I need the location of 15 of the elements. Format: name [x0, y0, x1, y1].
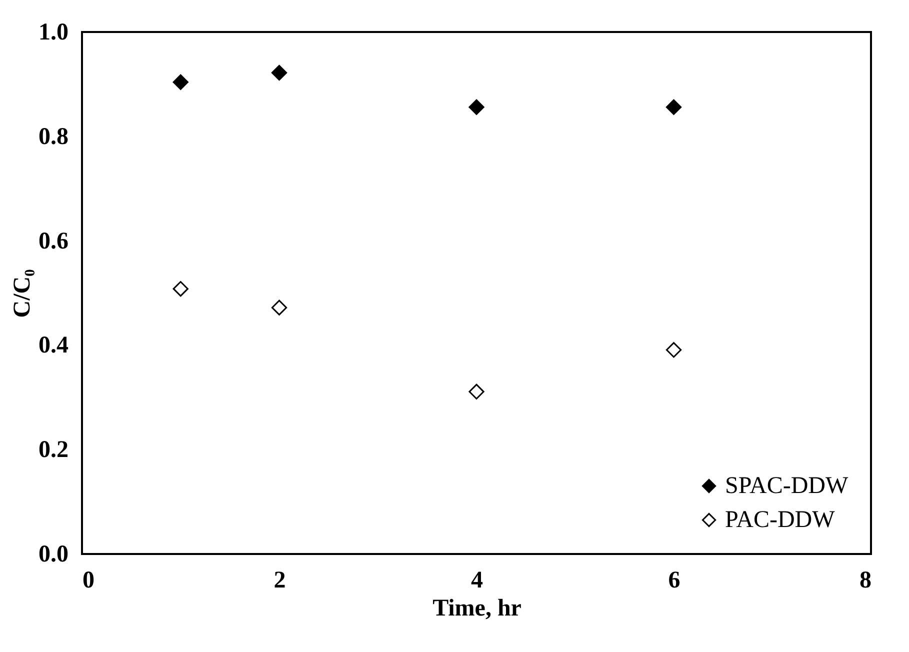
x-tick-label: 8 [860, 568, 872, 594]
x-axis-title: Time, hr [432, 596, 522, 622]
x-tick-label: 2 [274, 568, 286, 594]
legend-label: SPAC-DDW [725, 473, 848, 499]
y-tick-label: 0.8 [38, 124, 68, 150]
x-tick-label: 6 [668, 568, 680, 594]
x-tick-label: 0 [82, 568, 94, 594]
y-tick-label: 1.0 [38, 20, 68, 46]
y-tick-label: 0.6 [38, 228, 68, 254]
y-axis-title: C/C₀ [10, 269, 36, 318]
y-tick-label: 0.0 [38, 542, 68, 568]
y-tick-label: 0.2 [38, 437, 68, 464]
legend-label: PAC-DDW [725, 507, 836, 533]
y-tick-label: 0.4 [38, 332, 68, 359]
x-tick-label: 4 [471, 568, 483, 594]
